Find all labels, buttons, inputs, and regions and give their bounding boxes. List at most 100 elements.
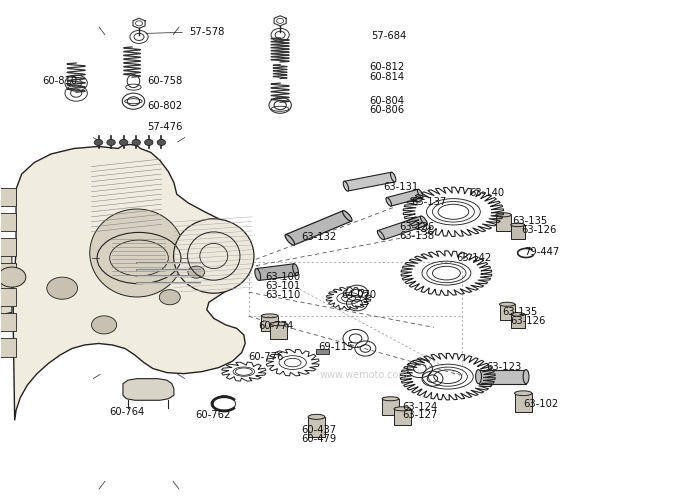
- Ellipse shape: [496, 213, 512, 217]
- Text: 63-102: 63-102: [524, 399, 559, 409]
- Bar: [511, 225, 525, 239]
- Ellipse shape: [377, 230, 384, 240]
- Text: 60-810: 60-810: [43, 76, 78, 86]
- Circle shape: [132, 140, 141, 146]
- Text: 64-070: 64-070: [342, 290, 377, 300]
- Ellipse shape: [270, 322, 287, 326]
- Ellipse shape: [255, 269, 260, 280]
- Polygon shape: [344, 172, 395, 191]
- Circle shape: [94, 140, 103, 146]
- Polygon shape: [13, 145, 248, 420]
- Text: www.wemoto.com: www.wemoto.com: [319, 370, 408, 380]
- Bar: [394, 409, 411, 425]
- Ellipse shape: [421, 216, 428, 225]
- Polygon shape: [378, 216, 427, 239]
- Text: 63-136: 63-136: [399, 222, 434, 232]
- Text: 63-132: 63-132: [301, 232, 336, 242]
- Text: 63-131: 63-131: [384, 181, 419, 192]
- Text: 60-812: 60-812: [370, 62, 405, 72]
- Ellipse shape: [386, 198, 391, 206]
- Circle shape: [145, 140, 153, 146]
- Circle shape: [188, 266, 204, 278]
- Bar: [500, 304, 515, 321]
- Ellipse shape: [382, 397, 399, 401]
- Circle shape: [92, 316, 117, 334]
- Ellipse shape: [523, 369, 529, 384]
- Polygon shape: [286, 211, 351, 245]
- Bar: [0, 187, 16, 206]
- Text: 79-447: 79-447: [525, 247, 560, 257]
- Text: 63-126: 63-126: [511, 317, 546, 327]
- Bar: [0, 263, 16, 281]
- Bar: [496, 215, 512, 231]
- Ellipse shape: [308, 414, 325, 419]
- Ellipse shape: [343, 181, 349, 191]
- Circle shape: [158, 140, 166, 146]
- Polygon shape: [479, 369, 526, 384]
- Text: 63-126: 63-126: [522, 225, 556, 235]
- Text: 63-124: 63-124: [402, 402, 438, 412]
- Bar: [270, 324, 287, 339]
- Text: 60-804: 60-804: [370, 96, 405, 106]
- Circle shape: [160, 290, 180, 305]
- Polygon shape: [123, 379, 174, 400]
- Text: 60-758: 60-758: [148, 76, 183, 86]
- Text: 60-814: 60-814: [370, 72, 405, 82]
- Text: 69-115: 69-115: [318, 343, 354, 352]
- Text: 60-437: 60-437: [301, 425, 336, 435]
- Ellipse shape: [342, 211, 352, 221]
- Ellipse shape: [475, 369, 482, 384]
- Ellipse shape: [285, 234, 295, 245]
- Bar: [0, 339, 16, 356]
- Text: 60-774: 60-774: [258, 322, 293, 332]
- Bar: [261, 316, 278, 331]
- Circle shape: [47, 277, 78, 299]
- Text: 60-806: 60-806: [370, 105, 405, 115]
- Ellipse shape: [261, 314, 278, 318]
- Polygon shape: [256, 264, 297, 280]
- Bar: [0, 313, 16, 332]
- Text: 63-127: 63-127: [402, 410, 438, 420]
- Text: 60-776: 60-776: [248, 352, 284, 361]
- Text: 63-100: 63-100: [265, 272, 300, 282]
- Text: 60-479: 60-479: [301, 434, 336, 444]
- Bar: [316, 348, 329, 353]
- Circle shape: [0, 267, 26, 287]
- Text: 60-762: 60-762: [195, 410, 230, 420]
- Text: 63-101: 63-101: [265, 281, 300, 291]
- Text: 63-137: 63-137: [412, 197, 447, 207]
- Polygon shape: [1, 239, 12, 315]
- Text: 63-110: 63-110: [265, 290, 300, 300]
- Ellipse shape: [514, 391, 532, 396]
- Ellipse shape: [500, 302, 515, 306]
- Ellipse shape: [511, 312, 525, 316]
- Text: 60-802: 60-802: [148, 101, 183, 111]
- Polygon shape: [386, 190, 422, 206]
- Text: 63-142: 63-142: [456, 253, 491, 263]
- Circle shape: [120, 140, 128, 146]
- Text: 63-135: 63-135: [512, 216, 547, 226]
- Circle shape: [107, 140, 116, 146]
- Bar: [382, 399, 399, 415]
- Text: 57-578: 57-578: [189, 27, 225, 37]
- Bar: [308, 417, 325, 437]
- Text: 63-140: 63-140: [469, 187, 504, 198]
- Ellipse shape: [90, 209, 184, 297]
- Ellipse shape: [174, 219, 254, 293]
- Ellipse shape: [293, 264, 298, 276]
- Text: 63-135: 63-135: [503, 307, 538, 318]
- Bar: [0, 238, 16, 256]
- Ellipse shape: [391, 172, 396, 182]
- Text: 57-476: 57-476: [148, 122, 183, 133]
- Ellipse shape: [417, 190, 423, 198]
- Ellipse shape: [394, 407, 411, 411]
- Text: 60-764: 60-764: [109, 407, 144, 417]
- Ellipse shape: [511, 223, 525, 227]
- Bar: [0, 288, 16, 306]
- Text: 57-684: 57-684: [371, 31, 406, 41]
- Bar: [514, 393, 532, 412]
- Bar: [511, 314, 525, 329]
- Bar: [0, 213, 16, 231]
- Text: 63-138: 63-138: [399, 231, 434, 241]
- Text: 63-123: 63-123: [486, 361, 522, 371]
